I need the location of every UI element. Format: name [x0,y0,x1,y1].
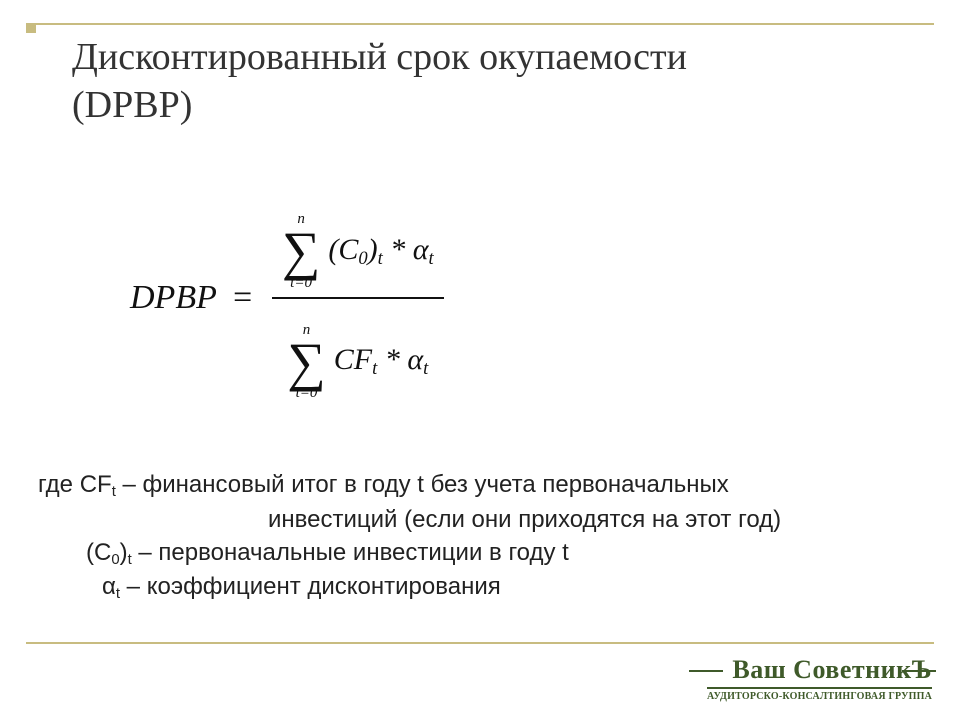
explanation-line-1: где CFt – финансовый итог в году t без у… [38,468,918,503]
sum-operator-num: n ∑ t=0 [282,212,321,291]
line3-sub0: 0 [111,552,119,568]
explanation-line-4: αt – коэффициент дисконтирования [38,570,918,605]
sum-operator-den: n ∑ t=0 [287,323,326,402]
explanation-block: где CFt – финансовый итог в году t без у… [38,468,918,605]
title-line-1: Дисконтированный срок окупаемости [72,36,687,78]
line3-mid: ) [120,539,128,566]
line3-rest: – первоначальные инвестиции в году t [132,539,569,566]
formula-denominator: n ∑ t=0 CFt * αt [272,301,444,406]
line3-prefix: (C [86,539,111,566]
sigma-icon: ∑ [282,227,321,276]
formula-equals: = [231,279,254,317]
formula-numerator: n ∑ t=0 (C0)t * αt [272,190,444,295]
sum-lower-num: t=0 [290,276,312,291]
footer-logo: Ваш СоветникЪ АУДИТОРСКО-КОНСАЛТИНГОВАЯ … [707,655,932,702]
sum-lower-den: t=0 [296,386,318,401]
accent-square [26,23,36,33]
title-line-2: (DPBP) [72,84,192,126]
formula-lhs: DPBP [130,279,217,317]
line4-rest: – коэффициент дисконтирования [120,573,501,600]
logo-brand: Ваш СоветникЪ [707,655,932,685]
bottom-rule [26,642,934,644]
sigma-icon: ∑ [287,338,326,387]
logo-subtitle: АУДИТОРСКО-КОНСАЛТИНГОВАЯ ГРУППА [707,687,932,702]
top-rule [36,23,934,25]
denominator-term: CFt * αt [334,343,428,380]
fraction-bar [272,297,444,299]
numerator-term: (C0)t * αt [328,233,433,270]
line1-prefix: где CF [38,471,112,498]
explanation-line-3: (C0)t – первоначальные инвестиции в году… [38,536,918,571]
explanation-line-2: инвестиций (если они приходятся на этот … [38,503,918,536]
slide: Дисконтированный срок окупаемости (DPBP)… [0,0,960,720]
slide-title: Дисконтированный срок окупаемости (DPBP) [72,34,892,129]
line4-prefix: α [102,573,116,600]
dpbp-formula: DPBP = n ∑ t=0 (C0)t * αt [130,190,444,405]
formula-fraction: n ∑ t=0 (C0)t * αt n ∑ t=0 [272,190,444,405]
line1-rest: – финансовый итог в году t без учета пер… [116,471,729,498]
